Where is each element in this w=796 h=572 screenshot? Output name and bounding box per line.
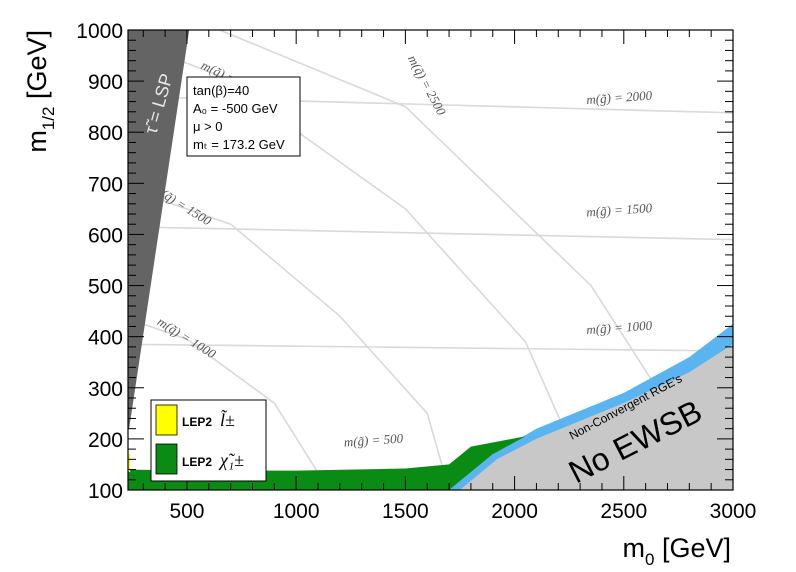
y-tick-label-700: 700 [88,173,123,196]
plot-frame [127,29,734,491]
y-tick-label-600: 600 [88,224,123,247]
y-tick-label-400: 400 [88,327,123,350]
param-mu: μ > 0 [193,119,223,134]
x-tick-label-2000: 2000 [491,500,538,523]
contour-label-4: m(g̃) = 500 [343,430,404,449]
y-tick-label-300: 300 [88,378,123,401]
legend-label-slepton: LEP2 [182,415,212,429]
x-axis-title-sub: 0 [645,550,654,569]
region-non-convergent-rge-s [449,323,733,490]
squark-contour-2000 [128,39,592,490]
y-tick-label-500: 500 [88,276,123,299]
param-mtop: mₜ = 173.2 GeV [193,137,285,152]
x-axis-title-unit: [GeV] [654,533,731,563]
legend-swatch-chargino [155,443,178,475]
legend: LEP2 l̃± LEP2 χ̃₁± [150,399,267,482]
legend-swatch-slepton [155,404,178,436]
x-tick-label-1000: 1000 [273,500,320,523]
legend-label-chargino: LEP2 [182,455,212,469]
contour-label-5: m(g̃) = 1000 [586,318,653,338]
y-tick-label-100: 100 [88,480,123,503]
squark-contour-1000 [128,318,330,490]
x-tick-label-500: 500 [169,500,204,523]
x-tick-label-2500: 2500 [600,500,647,523]
y-axis-title-unit: [GeV] [22,30,52,107]
ticks-layer: 500 1000 1500 2000 2500 3000 100 200 300 400 500 60… [76,20,756,523]
contour-label-6: m(g̃) = 1500 [586,200,653,220]
y-axis-title-main: m [22,130,52,153]
y-tick-label-1000: 1000 [76,20,123,43]
x-axis-title-main: m [623,533,646,563]
legend-symbol-slepton: l̃± [220,409,235,430]
x-tick-label-3000: 3000 [710,500,757,523]
y-axis-title: m1/2 [GeV] [22,30,58,153]
region--lsp [128,30,190,429]
contour-label-7: m(g̃) = 2000 [586,88,653,108]
squark-contour-1500 [128,187,450,490]
param-tanbeta: tan(β)=40 [193,83,249,98]
param-a0: A₀ = -500 GeV [193,101,278,116]
parameter-box-frame [186,76,301,157]
contour-label-3: m(q̃) = 2500 [405,52,449,118]
x-axis-title: m0 [GeV] [623,533,732,569]
region-no-ewsb [460,344,733,490]
y-tick-label-800: 800 [88,122,123,145]
frame-layer [127,29,734,491]
y-axis-title-sub: 1/2 [39,107,58,131]
parameter-box: tan(β)=40 A₀ = -500 GeV μ > 0 mₜ = 173.2… [186,76,301,157]
gluino-contour-1000 [128,343,733,352]
y-tick-label-200: 200 [88,429,123,452]
contour-label-0: m(q̃) = 1000 [155,314,219,362]
gluino-contour-1500 [128,226,733,241]
y-tick-label-900: 900 [88,71,123,94]
x-tick-label-1500: 1500 [382,500,429,523]
legend-symbol-chargino: χ̃₁± [218,450,244,470]
